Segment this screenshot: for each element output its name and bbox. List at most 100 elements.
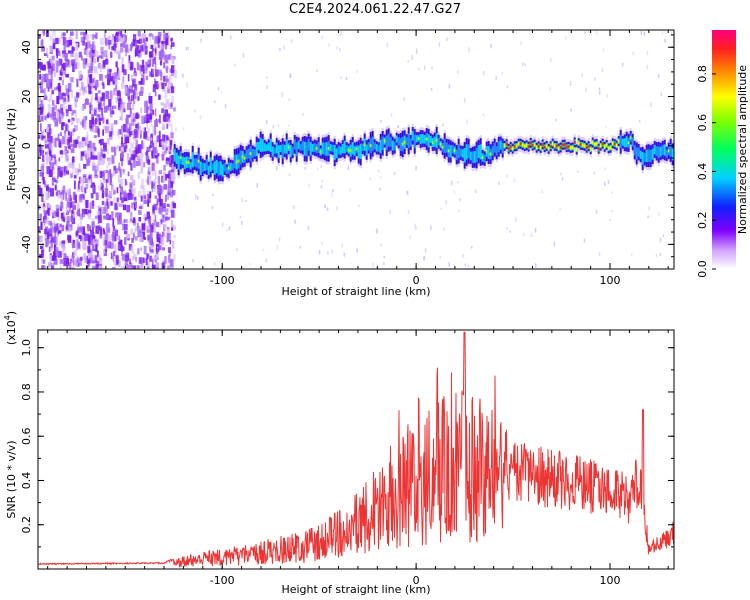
noise-cell: [43, 159, 46, 169]
noise-cell: [120, 43, 124, 48]
noise-cell: [107, 170, 109, 180]
noise-cell: [664, 38, 666, 43]
noise-cell: [81, 182, 84, 192]
noise-cell: [40, 40, 44, 46]
noise-cell: [138, 257, 142, 265]
noise-cell: [40, 106, 44, 115]
noise-cell: [104, 37, 108, 46]
noise-cell: [53, 220, 56, 225]
noise-cell: [57, 138, 60, 147]
noise-cell: [288, 173, 291, 176]
noise-cell: [68, 39, 72, 46]
noise-cell: [58, 139, 62, 148]
ridge-mid: [217, 161, 220, 176]
noise-cell: [549, 86, 551, 92]
noise-cell: [293, 205, 295, 209]
spectrogram-frame: [37, 29, 675, 270]
noise-cell: [144, 218, 146, 224]
noise-cell: [116, 74, 120, 80]
noise-cell: [88, 174, 91, 180]
noise-cell: [80, 36, 84, 43]
ridge-mid: [437, 137, 440, 146]
noise-cell: [87, 245, 91, 254]
noise-cell: [431, 66, 433, 70]
noise-cell: [165, 159, 170, 165]
noise-cell: [606, 94, 609, 98]
noise-cell: [49, 36, 53, 41]
noise-cell: [78, 234, 82, 239]
noise-cell: [632, 51, 634, 55]
noise-cell: [114, 244, 117, 253]
noise-cell: [135, 123, 139, 129]
noise-cell: [164, 141, 168, 148]
noise-cell: [423, 256, 425, 261]
noise-cell: [411, 55, 413, 60]
noise-cell: [109, 177, 112, 186]
noise-cell: [147, 127, 150, 134]
noise-cell: [128, 96, 131, 101]
noise-cell: [136, 39, 140, 44]
noise-cell: [553, 241, 556, 247]
noise-cell: [66, 221, 70, 230]
ridge-mid: [291, 146, 294, 155]
noise-cell: [116, 260, 119, 266]
noise-cell: [266, 85, 268, 89]
noise-cell: [71, 59, 76, 66]
noise-cell: [85, 49, 89, 57]
noise-cell: [139, 64, 142, 71]
noise-cell: [457, 181, 459, 184]
noise-cell: [164, 54, 169, 64]
ridge-mid: [357, 145, 360, 159]
noise-cell: [139, 153, 141, 159]
noise-cell: [89, 55, 92, 63]
noise-cell: [130, 119, 135, 126]
noise-cell: [44, 228, 48, 234]
ridge-mid: [253, 149, 256, 157]
noise-cell: [46, 79, 49, 88]
x-tick-label: 100: [600, 574, 621, 587]
noise-cell: [97, 90, 101, 94]
noise-cell: [89, 254, 93, 264]
noise-cell: [115, 61, 118, 68]
noise-cell: [347, 165, 350, 170]
noise-cell: [71, 242, 76, 249]
noise-cell: [107, 233, 111, 242]
noise-cell: [48, 262, 52, 267]
noise-cell: [124, 35, 127, 42]
noise-cell: [99, 154, 102, 162]
noise-cell: [47, 233, 50, 240]
noise-cell: [154, 64, 157, 70]
ridge-mid: [231, 163, 234, 171]
ridge-mid: [223, 163, 226, 172]
noise-cell: [104, 201, 107, 208]
noise-cell: [121, 82, 125, 89]
ridge-mid: [445, 142, 448, 153]
noise-cell: [78, 70, 82, 79]
noise-cell: [131, 237, 134, 243]
noise-cell: [40, 123, 42, 132]
noise-cell: [136, 62, 140, 71]
noise-cell: [92, 33, 95, 40]
noise-cell: [41, 243, 44, 251]
noise-cell: [167, 261, 170, 269]
noise-cell: [40, 100, 43, 105]
noise-cell: [86, 265, 89, 269]
colorbar-gradient: [712, 30, 736, 269]
noise-cell: [658, 212, 660, 216]
noise-cell: [65, 109, 69, 117]
noise-cell: [97, 62, 101, 69]
noise-cell: [76, 78, 79, 88]
noise-cell: [172, 190, 176, 196]
noise-cell: [157, 69, 162, 76]
noise-cell: [56, 66, 59, 73]
noise-cell: [70, 148, 75, 153]
ridge-mid: [279, 145, 282, 153]
noise-cell: [57, 191, 60, 196]
noise-cell: [171, 124, 173, 133]
noise-cell: [47, 103, 52, 113]
noise-cell: [52, 227, 54, 233]
noise-cell: [409, 235, 411, 240]
noise-cell: [53, 258, 58, 265]
ridge-mid: [365, 144, 368, 156]
noise-cell: [358, 204, 360, 208]
